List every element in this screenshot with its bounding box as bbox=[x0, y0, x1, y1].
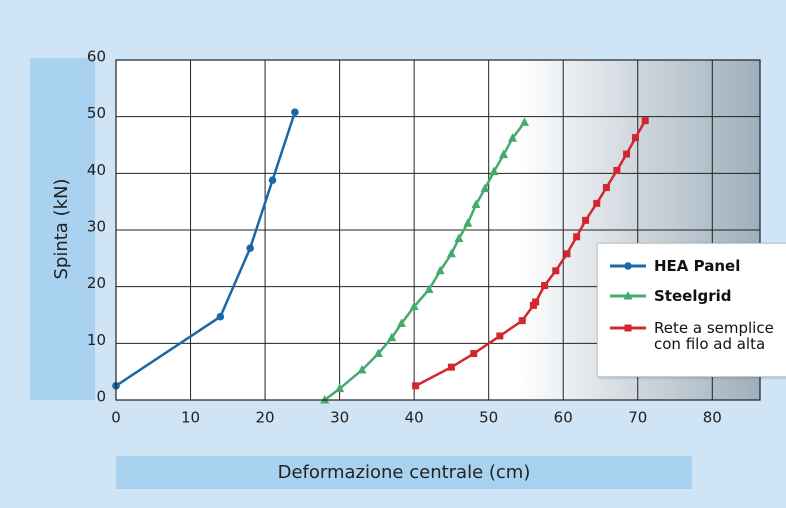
marker bbox=[593, 199, 601, 207]
legend-label: HEA Panel bbox=[654, 257, 741, 275]
marker bbox=[532, 298, 540, 306]
x-axis-label: Deformazione centrale (cm) bbox=[278, 462, 531, 483]
x-tick-label: 80 bbox=[703, 409, 722, 427]
marker bbox=[470, 350, 478, 358]
y-tick-label: 20 bbox=[87, 274, 106, 292]
legend-item: HEA Panel bbox=[610, 258, 786, 274]
legend-swatch bbox=[610, 291, 646, 300]
marker bbox=[291, 108, 299, 116]
legend-swatch bbox=[610, 262, 646, 270]
marker bbox=[471, 199, 481, 208]
marker bbox=[496, 332, 504, 340]
marker bbox=[541, 282, 549, 290]
x-tick-label: 0 bbox=[111, 409, 121, 427]
marker bbox=[508, 133, 518, 142]
marker bbox=[573, 233, 581, 241]
marker bbox=[499, 149, 509, 159]
marker bbox=[387, 332, 397, 342]
marker bbox=[412, 382, 420, 390]
marker bbox=[396, 318, 406, 327]
x-tick-label: 60 bbox=[554, 409, 573, 427]
marker bbox=[435, 265, 445, 275]
marker bbox=[623, 291, 633, 300]
legend-item: Steelgrid bbox=[610, 288, 786, 304]
plot-frame bbox=[115, 59, 761, 401]
marker bbox=[268, 176, 277, 184]
y-tick-label: 10 bbox=[87, 331, 106, 349]
marker bbox=[463, 218, 473, 227]
y-tick-label: 30 bbox=[87, 218, 106, 236]
marker bbox=[335, 383, 345, 393]
y-tick-label: 0 bbox=[96, 388, 106, 406]
marker bbox=[246, 244, 254, 252]
marker bbox=[518, 317, 526, 325]
marker bbox=[623, 150, 631, 158]
marker bbox=[552, 267, 560, 275]
y-tick-label: 60 bbox=[87, 48, 106, 66]
x-tick-label: 50 bbox=[479, 409, 498, 427]
marker bbox=[519, 117, 529, 126]
marker bbox=[447, 363, 455, 371]
legend-item: Rete a semplice con filo ad alta bbox=[610, 320, 786, 352]
marker bbox=[424, 284, 434, 293]
marker bbox=[446, 248, 456, 258]
marker bbox=[216, 312, 225, 321]
x-tick-label: 40 bbox=[405, 409, 424, 427]
y-tick-label: 50 bbox=[87, 104, 106, 122]
marker bbox=[641, 117, 649, 125]
legend: HEA Panel Steelgrid Rete a semplice con fi… bbox=[597, 243, 786, 377]
marker bbox=[632, 134, 640, 142]
marker bbox=[454, 233, 464, 242]
legend-label: Steelgrid bbox=[654, 287, 732, 305]
marker bbox=[489, 166, 499, 176]
marker bbox=[480, 183, 490, 193]
marker bbox=[373, 348, 383, 358]
marker bbox=[357, 364, 367, 374]
x-tick-label: 10 bbox=[181, 409, 200, 427]
x-label-box bbox=[116, 456, 692, 489]
marker bbox=[624, 324, 632, 332]
x-tick-label: 20 bbox=[256, 409, 275, 427]
marker bbox=[320, 395, 330, 404]
x-tick-label: 70 bbox=[628, 409, 647, 427]
y-tick-label: 40 bbox=[87, 161, 106, 179]
legend-label: Rete a semplice con filo ad alta bbox=[654, 319, 774, 353]
marker bbox=[602, 184, 610, 191]
marker bbox=[613, 167, 621, 174]
marks bbox=[112, 108, 649, 404]
y-label-box bbox=[30, 58, 95, 400]
x-tick-label: 30 bbox=[330, 409, 349, 427]
marker bbox=[409, 301, 419, 310]
legend-swatch bbox=[610, 324, 646, 332]
marker bbox=[582, 216, 590, 224]
marker bbox=[624, 262, 632, 270]
marker bbox=[563, 250, 571, 258]
y-axis-label: Spinta (kN) bbox=[51, 178, 72, 279]
